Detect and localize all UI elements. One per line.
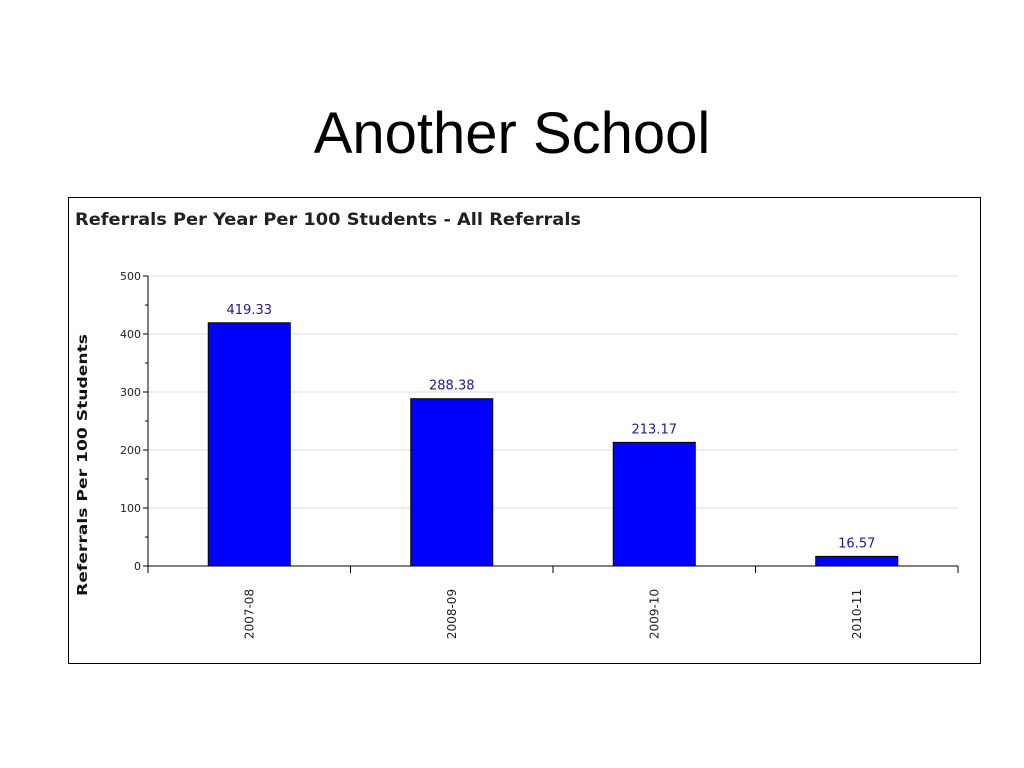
y-tick-label: 500: [120, 270, 141, 283]
y-axis-label: Referrals Per 100 Students: [76, 334, 91, 596]
bar: [815, 555, 899, 567]
bar-value-label: 419.33: [227, 303, 273, 318]
y-tick-label: 400: [120, 328, 141, 341]
chart-frame: Referrals Per Year Per 100 Students - Al…: [68, 197, 981, 664]
x-tick-label: 2008-09: [445, 589, 459, 639]
y-tick-label: 300: [120, 386, 141, 399]
y-tick-label: 0: [134, 560, 141, 573]
bar: [612, 441, 696, 567]
bar-value-label: 288.38: [429, 379, 475, 394]
bar-value-label: 16.57: [838, 536, 875, 551]
x-tick-label: 2009-10: [647, 589, 661, 639]
x-tick-label: 2010-11: [850, 589, 864, 639]
slide-title: Another School: [313, 101, 711, 166]
chart-title: Referrals Per Year Per 100 Students - Al…: [75, 210, 581, 230]
y-tick-label: 100: [120, 502, 141, 515]
bar-chart: Referrals Per Year Per 100 Students - Al…: [75, 210, 959, 639]
y-tick-label: 200: [120, 444, 141, 457]
bar: [207, 322, 291, 567]
bar: [410, 398, 494, 567]
x-tick-label: 2007-08: [242, 589, 256, 639]
bar-value-label: 213.17: [632, 422, 678, 437]
